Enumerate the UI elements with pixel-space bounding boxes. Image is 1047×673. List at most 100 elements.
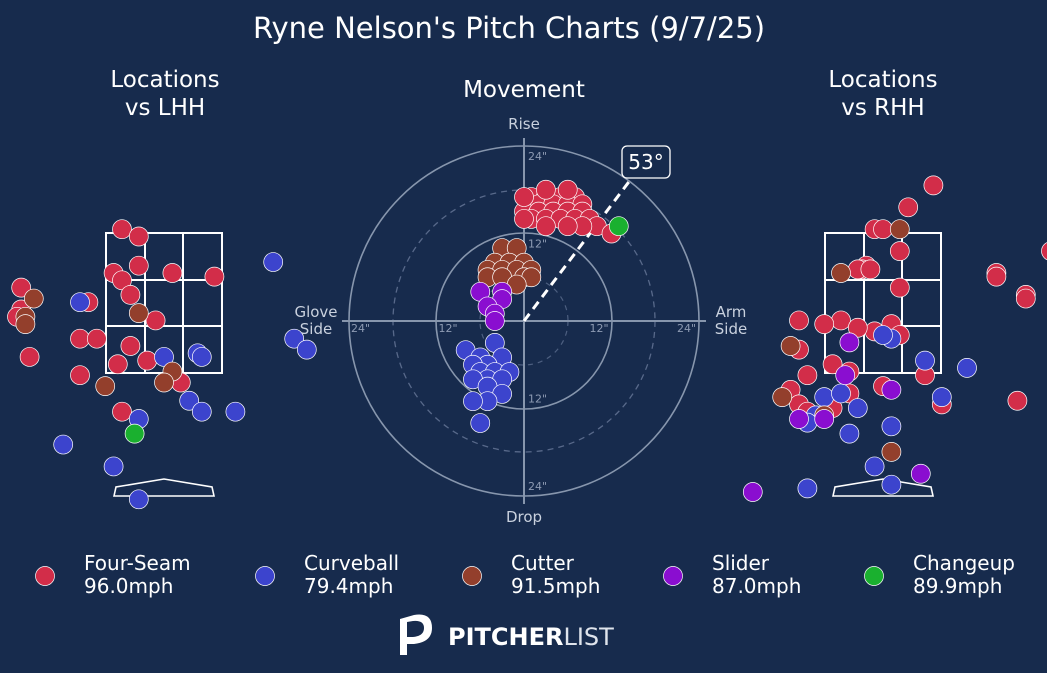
legend-speed-slider: 87.0mph — [712, 574, 801, 598]
rhh-curveball-point-1 — [873, 325, 893, 345]
rhh-four-seam-point-16 — [831, 310, 851, 331]
brand-light: LIST — [563, 623, 614, 651]
rhh-slider-point-3 — [910, 463, 931, 484]
rhh-curveball-point-4 — [915, 350, 935, 371]
lhh-four-seam-point-13 — [86, 328, 107, 349]
lhh-curveball-point-2 — [284, 328, 305, 349]
lhh-four-seam-point-1 — [128, 226, 149, 247]
ring-label-24-down: 24" — [528, 480, 547, 493]
axis-label-arm-line1: Arm — [716, 303, 747, 321]
legend-label-four-seam: Four-Seam — [84, 551, 191, 575]
legend-marker-four-seam — [35, 566, 55, 586]
lhh-title-line1: Locations — [110, 67, 219, 93]
rhh-four-seam-point-4 — [1041, 242, 1047, 261]
rhh-four-seam-point-0 — [923, 175, 944, 196]
axis-label-arm-line2: Side — [715, 320, 747, 338]
pitcherlist-p-icon — [400, 614, 432, 655]
axis-label-glove-line2: Side — [300, 320, 332, 338]
lhh-four-seam-point-14 — [145, 310, 166, 331]
lhh-cutter-point-6 — [95, 376, 116, 396]
rhh-title-line1: Locations — [828, 67, 937, 93]
legend-speed-changeup: 89.9mph — [913, 574, 1002, 598]
arm-angle-label: 53° — [628, 150, 663, 174]
movement-title: Movement — [463, 77, 585, 103]
legend-label-slider: Slider — [712, 551, 770, 575]
rhh-four-seam-point-32 — [1007, 390, 1028, 411]
ring-label-12-right: 12" — [590, 322, 609, 335]
rhh-slider-point-6 — [814, 409, 835, 429]
lhh-cutter-point-1 — [128, 303, 149, 323]
movement-panel: Movement Rise Drop Glove Side Arm Side 1… — [294, 77, 747, 526]
rhh-slider-point-0 — [839, 332, 860, 353]
lhh-four-seam-point-16 — [137, 350, 158, 371]
ring-label-12-up: 12" — [528, 238, 547, 251]
legend-marker-slider — [663, 566, 683, 586]
legend-label-cutter: Cutter — [511, 551, 575, 575]
rhh-curveball-point-2 — [814, 387, 835, 407]
lhh-four-seam-point-19 — [70, 365, 90, 386]
rhh-curveball-point-6 — [957, 358, 977, 378]
ring-label-12-down: 12" — [528, 393, 547, 406]
lhh-curveball-point-3 — [296, 339, 317, 360]
legend-speed-cutter: 91.5mph — [511, 574, 600, 598]
lhh-curveball-point-12 — [103, 456, 124, 477]
rhh-four-seam-point-9 — [860, 259, 881, 280]
rhh-curveball-point-5 — [931, 387, 952, 407]
locations-lhh-panel: Locations vs LHH — [7, 67, 317, 510]
legend-marker-cutter — [462, 566, 482, 586]
rhh-slider-point-5 — [789, 409, 809, 429]
movement-four-seam-point-20 — [557, 179, 578, 200]
rhh-cutter-point-2 — [780, 336, 801, 356]
rhh-title-line2: vs RHH — [841, 95, 924, 121]
arm-angle-badge — [621, 145, 671, 179]
rhh-four-seam-point-23 — [822, 354, 843, 375]
lhh-cutter-point-0 — [23, 288, 44, 309]
lhh-four-seam-point-17 — [107, 354, 128, 375]
lhh-curveball-point-11 — [53, 434, 74, 455]
movement-curveball-point-15 — [463, 391, 483, 412]
rhh-curveball-point-8 — [847, 398, 868, 418]
ring-label-24-up: 24" — [528, 150, 547, 163]
rhh-curveball-point-11 — [839, 423, 860, 444]
lhh-four-seam-point-12 — [70, 328, 90, 349]
movement-changeup-point-0 — [608, 216, 629, 237]
lhh-four-seam-point-2 — [128, 255, 149, 276]
lhh-four-seam-point-5 — [162, 263, 183, 283]
rhh-four-seam-point-1 — [898, 197, 919, 218]
movement-four-seam-point-25 — [514, 209, 534, 229]
rhh-slider-point-1 — [835, 365, 856, 386]
lhh-four-seam-point-0 — [112, 219, 132, 240]
brand-bold: PITCHER — [448, 623, 563, 651]
ring-label-24-left: 24" — [351, 322, 370, 335]
rhh-four-seam-point-13 — [1015, 288, 1036, 309]
pitcherlist-logo: PITCHERLIST — [400, 614, 614, 655]
legend-marker-changeup — [864, 566, 884, 586]
lhh-curveball-point-13 — [128, 489, 149, 510]
rhh-curveball-point-10 — [881, 416, 902, 437]
axis-label-glove-line1: Glove — [294, 303, 337, 321]
lhh-four-seam-point-9 — [120, 285, 141, 305]
lhh-curveball-point-9 — [225, 401, 246, 422]
movement-four-seam-point-18 — [514, 187, 534, 207]
movement-curveball-point-16 — [470, 413, 491, 433]
ring-label-24-right: 24" — [677, 322, 696, 335]
lhh-cutter-point-3 — [15, 314, 36, 334]
lhh-four-seam-point-21 — [112, 401, 132, 422]
lhh-curveball-point-6 — [191, 347, 212, 367]
rhh-four-seam-point-11 — [986, 266, 1007, 287]
rhh-curveball-point-13 — [881, 474, 902, 495]
rhh-slider-point-4 — [742, 482, 763, 502]
rhh-curveball-point-12 — [864, 456, 885, 477]
axis-label-rise: Rise — [508, 115, 540, 133]
movement-slider-point-5 — [484, 311, 505, 331]
lhh-cutter-point-5 — [154, 372, 174, 393]
lhh-curveball-point-7 — [179, 390, 200, 411]
rhh-curveball-point-3 — [831, 383, 851, 404]
figure-title: Ryne Nelson's Pitch Charts (9/7/25) — [253, 11, 765, 45]
rhh-four-seam-point-14 — [889, 277, 910, 298]
locations-rhh-panel: Locations vs RHH — [742, 67, 1047, 502]
legend-label-curveball: Curveball — [304, 551, 399, 575]
home-plate-rhh — [832, 478, 934, 497]
rhh-four-seam-point-26 — [797, 365, 818, 386]
